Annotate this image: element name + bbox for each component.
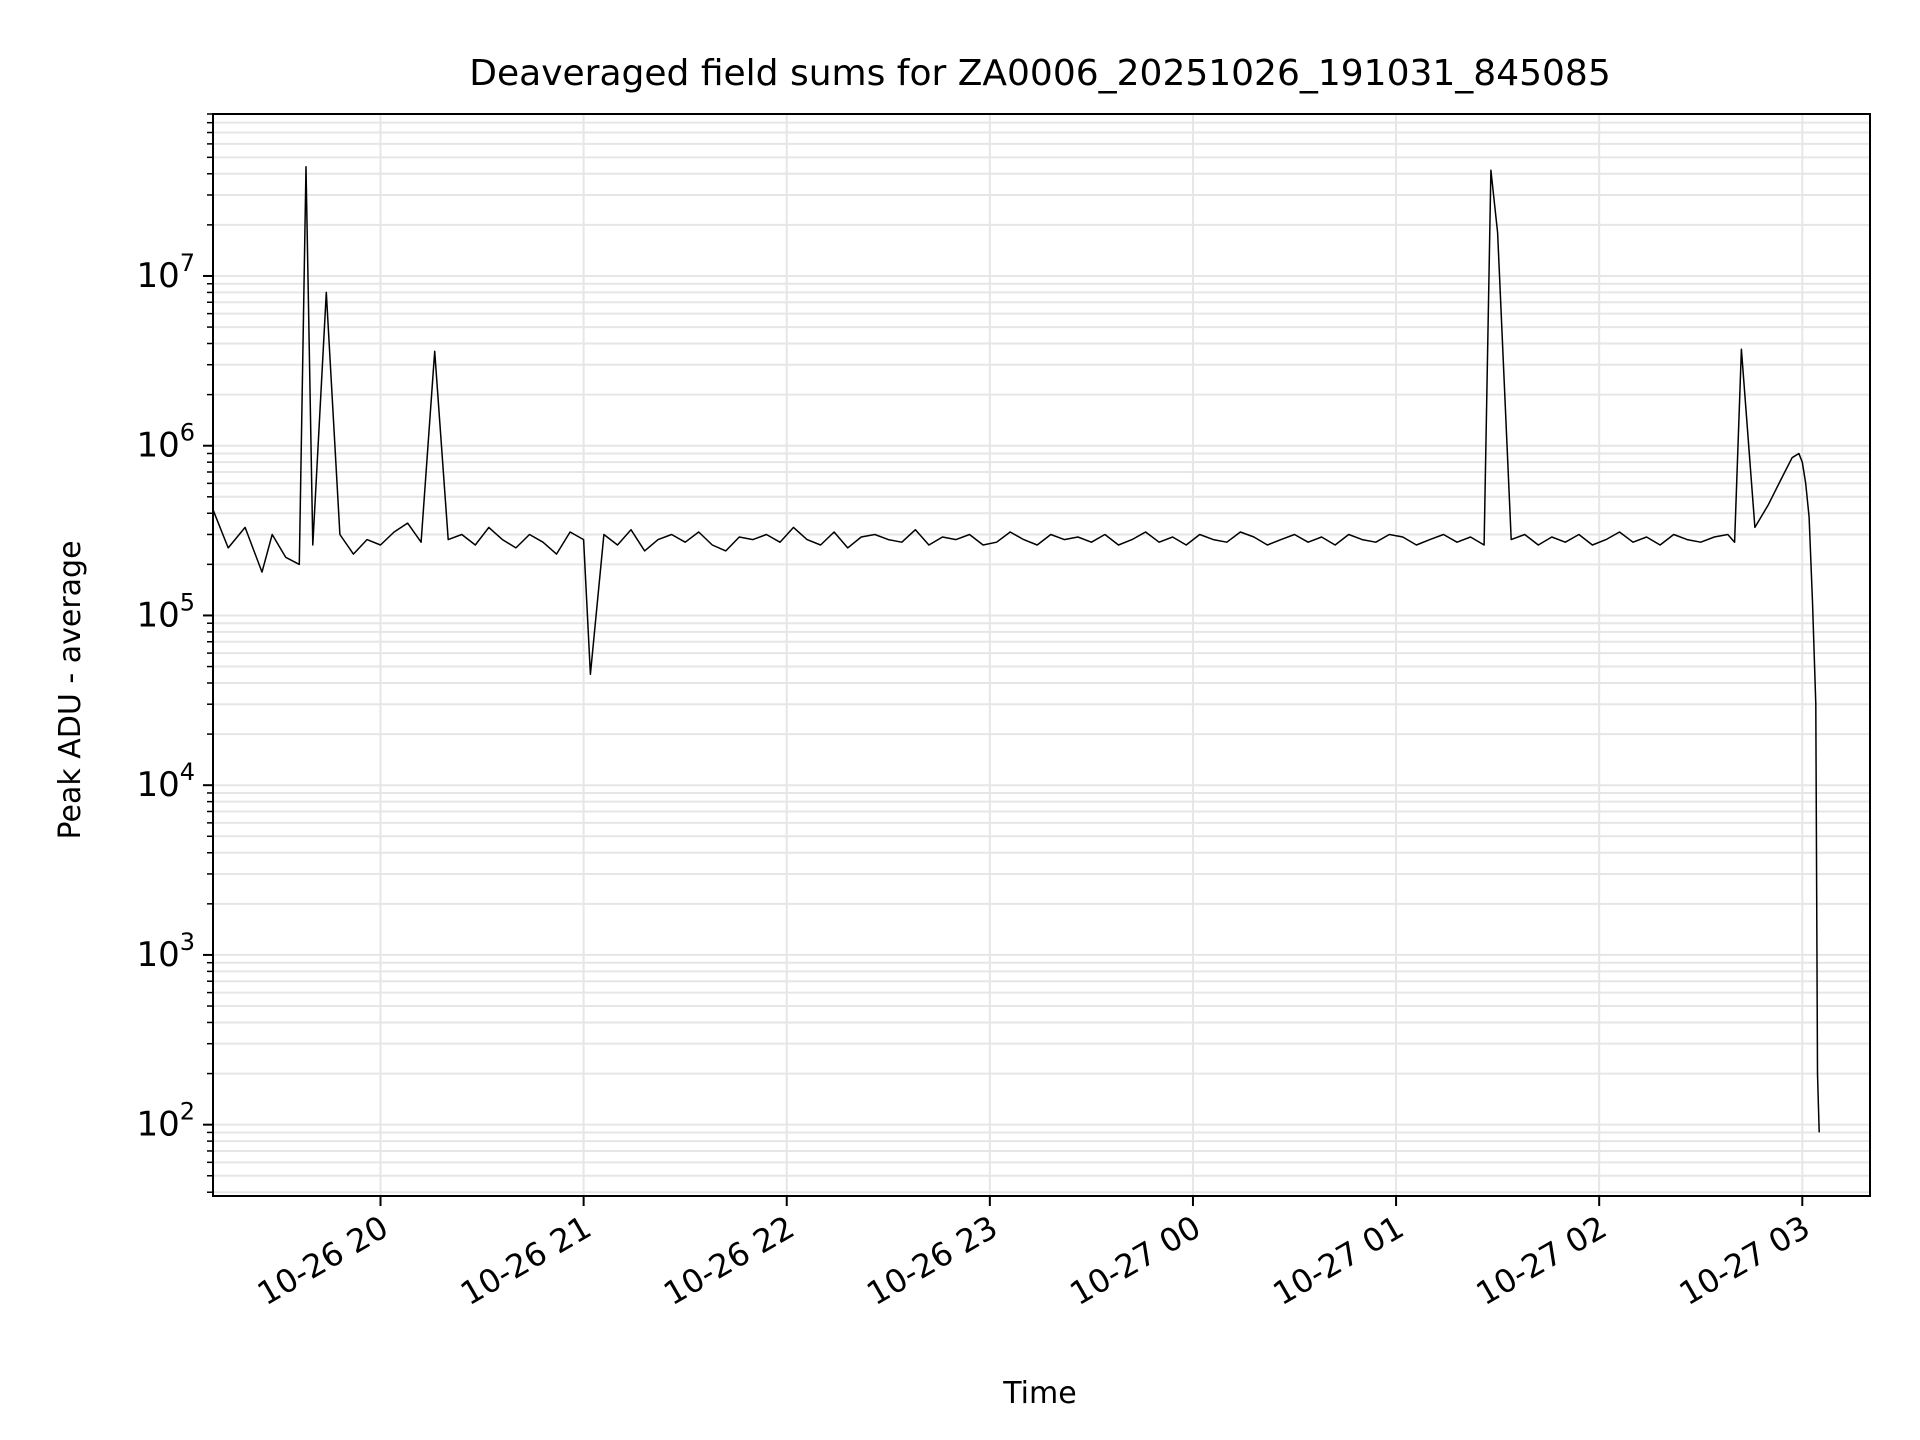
- y-axis-label: Peak ADU - average: [53, 540, 88, 839]
- y-tick-base: 10: [136, 595, 179, 635]
- y-tick-label: 103: [136, 928, 195, 975]
- y-tick-base: 10: [136, 256, 179, 296]
- chart-title: Deaveraged field sums for ZA0006_2025102…: [469, 53, 1610, 94]
- y-tick-label: 104: [136, 758, 195, 805]
- y-tick-exponent: 4: [180, 758, 195, 786]
- y-tick-exponent: 5: [180, 588, 195, 616]
- y-tick-exponent: 3: [180, 928, 195, 956]
- y-tick-label: 105: [136, 588, 195, 635]
- y-tick-label: 102: [136, 1098, 195, 1145]
- series-layer: [212, 166, 1820, 1133]
- y-tick-exponent: 6: [180, 419, 195, 447]
- y-tick-base: 10: [136, 1105, 179, 1145]
- y-tick-label: 106: [136, 419, 195, 466]
- y-tick-exponent: 2: [180, 1098, 195, 1126]
- y-tick-base: 10: [136, 765, 179, 805]
- x-axis-label: Time: [1002, 1376, 1076, 1411]
- y-tick-base: 10: [136, 426, 179, 466]
- y-tick-base: 10: [136, 935, 179, 975]
- grid-layer: [213, 113, 1870, 1196]
- y-tick-label: 107: [136, 249, 195, 296]
- y-tick-exponent: 7: [180, 249, 195, 277]
- series-line: [212, 166, 1820, 1133]
- plot-frame: [212, 113, 1871, 1197]
